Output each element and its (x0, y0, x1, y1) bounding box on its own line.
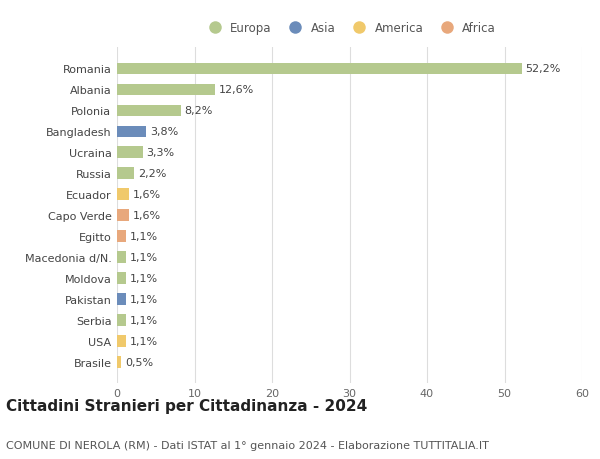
Text: 1,1%: 1,1% (130, 315, 158, 325)
Text: 1,1%: 1,1% (130, 232, 158, 241)
Text: 1,1%: 1,1% (130, 336, 158, 347)
Bar (117, 294, 125, 305)
Bar (117, 210, 130, 222)
Bar (117, 357, 121, 368)
Bar (117, 126, 146, 138)
Text: 2,2%: 2,2% (138, 169, 166, 179)
Bar (117, 147, 143, 159)
Bar (117, 84, 215, 96)
Bar (117, 63, 521, 75)
Bar (117, 189, 130, 201)
Text: COMUNE DI NEROLA (RM) - Dati ISTAT al 1° gennaio 2024 - Elaborazione TUTTITALIA.: COMUNE DI NEROLA (RM) - Dati ISTAT al 1°… (6, 440, 489, 450)
Bar (117, 168, 134, 179)
Text: 52,2%: 52,2% (526, 64, 561, 74)
Bar (117, 252, 125, 263)
Legend: Europa, Asia, America, Africa: Europa, Asia, America, Africa (199, 17, 500, 39)
Bar (117, 315, 125, 326)
Text: 3,8%: 3,8% (151, 127, 179, 137)
Text: 8,2%: 8,2% (184, 106, 213, 116)
Text: 12,6%: 12,6% (218, 85, 254, 95)
Text: 1,1%: 1,1% (130, 274, 158, 284)
Text: 1,6%: 1,6% (133, 190, 161, 200)
Text: 0,5%: 0,5% (125, 357, 153, 367)
Bar (117, 105, 181, 117)
Text: 1,1%: 1,1% (130, 252, 158, 263)
Text: 1,6%: 1,6% (133, 211, 161, 221)
Text: Cittadini Stranieri per Cittadinanza - 2024: Cittadini Stranieri per Cittadinanza - 2… (6, 398, 367, 413)
Bar (117, 231, 125, 242)
Bar (117, 336, 125, 347)
Bar (117, 273, 125, 284)
Text: 3,3%: 3,3% (146, 148, 175, 158)
Text: 1,1%: 1,1% (130, 295, 158, 304)
